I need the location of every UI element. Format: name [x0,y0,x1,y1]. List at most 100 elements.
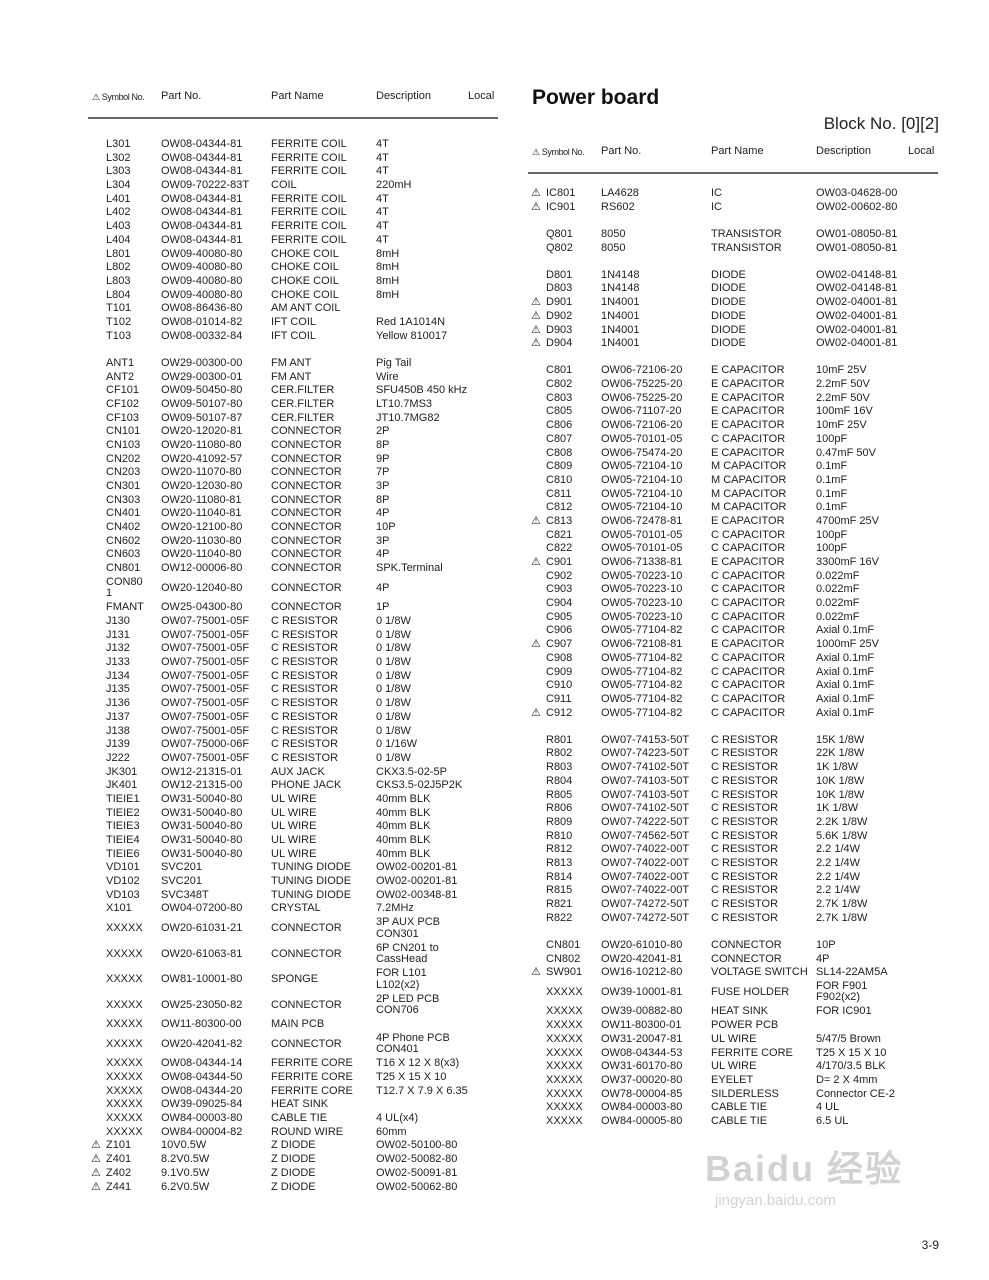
description: FOR L101 L102(x2) [376,967,427,991]
symbol-no: J130 [106,615,130,627]
symbol-no: L301 [106,138,131,150]
symbol-no: XXXXX [546,1101,583,1114]
part-no: OW05-70223-10 [601,569,683,582]
part-no: OW84-00005-80 [601,1114,683,1127]
watermark-logo: Baidu 经验 [705,1148,904,1189]
part-no: 8050 [601,227,626,240]
table-row: ⚠ Z441 6.2V0.5W Z DIODE OW02-50062-80 [88,1181,508,1195]
part-name: CABLE TIE [711,1101,768,1114]
symbol-no: J136 [106,697,130,710]
description: 4T [376,138,389,150]
table-row: C806 OW06-72106-20 E CAPACITOR 10mF 25V [528,419,948,433]
description: CKS3.5-02J5P2K [376,779,463,792]
part-name: E CAPACITOR [711,378,785,391]
description: OW02-04001-81 [816,309,898,322]
symbol-no: C809 [546,460,573,473]
symbol-no: C811 [546,487,572,500]
table-row: C910 OW05-77104-82 C CAPACITOR Axial 0.1mF [528,679,948,693]
part-name: UL WIRE [271,820,317,833]
part-name: CONNECTOR [271,452,342,465]
part-name: FERRITE COIL [271,192,347,205]
table-row: C906 OW05-77104-82 C CAPACITOR Axial 0.1mF [528,624,948,638]
symbol-no: CF102 [106,397,140,410]
part-name: E CAPACITOR [711,419,785,432]
symbol-no: Q801 [546,227,573,240]
part-name: CONNECTOR [271,922,342,935]
header-local: Local [468,90,495,102]
part-name: UL WIRE [271,847,317,860]
description: Axial 0.1mF [816,679,875,692]
symbol-no: XXXXX [106,1125,143,1138]
table-row: R805 OW07-74103-50T C RESISTOR 10K 1/8W [528,789,948,803]
part-name: TUNING DIODE [271,861,352,874]
symbol-no: Z402 [106,1166,132,1179]
parts-table-left: ⚠ Symbol No. Part No. Part Name Descript… [88,88,508,1194]
table-row: T101 OW08-86436-80 AM ANT COIL [88,302,508,316]
description: 15K 1/8W [816,733,865,746]
part-no: OW09-50107-80 [161,397,243,410]
part-no: OW07-74153-50T [601,733,690,746]
description: Axial 0.1mF [816,651,875,664]
part-no: OW06-75225-20 [601,391,683,404]
part-name: M CAPACITOR [711,473,787,486]
table-row: R814 OW07-74022-00T C RESISTOR 2.2 1/4W [528,871,948,885]
part-no: OW08-04344-81 [161,206,243,219]
part-no: OW05-70223-10 [601,583,683,596]
part-name: Z DIODE [271,1139,316,1152]
part-no: OW20-11040-81 [161,507,242,520]
symbol-no: XXXXX [106,973,143,986]
part-name: TUNING DIODE [271,875,352,888]
symbol-no: R806 [546,802,573,815]
description: Axial 0.1mF [816,706,875,719]
part-name: AUX JACK [271,765,325,778]
symbol-no: Z441 [106,1180,132,1193]
table-row: C805 OW06-71107-20 E CAPACITOR 100mF 16V [528,405,948,419]
part-name: C RESISTOR [711,761,779,774]
part-name: C CAPACITOR [711,542,786,555]
part-name: CONNECTOR [271,581,342,594]
part-name: FERRITE COIL [271,206,347,219]
table-row: CN602 OW20-11030-80 CONNECTOR 3P [88,535,508,549]
part-name: DIODE [711,282,746,295]
table-row: C809 OW05-72104-10 M CAPACITOR 0.1mF [528,460,948,474]
caution-icon: ⚠ [531,296,541,309]
symbol-no: R805 [546,788,573,801]
table-row: L303 OW08-04344-81 FERRITE COIL 4T [88,165,508,179]
table-row: L302 OW08-04344-81 FERRITE COIL 4T [88,152,508,166]
table-row: Q801 8050 TRANSISTOR OW01-08050-81 [528,228,948,242]
part-name: C CAPACITOR [711,583,786,596]
table-row: ⚠ C907 OW06-72108-81 E CAPACITOR 1000mF 25V [528,638,948,652]
symbol-no: R803 [546,761,573,774]
part-name: C RESISTOR [271,751,339,764]
table-row: XXXXX OW39-00882-80 HEAT SINK FOR IC901 [528,1005,948,1019]
header-symbol: ⚠ Symbol No. [92,92,145,102]
part-no: 8.2V0.5W [161,1153,210,1166]
symbol-no: CN603 [106,548,141,561]
symbol-no: C902 [546,569,573,582]
symbol-no: TIEIE3 [106,820,140,833]
table-row: L801 OW09-40080-80 CHOKE COIL 8mH [88,248,508,262]
caution-icon: ⚠ [91,1180,101,1193]
part-name: C RESISTOR [711,884,779,897]
description: 0.022mF [816,569,860,582]
caution-icon: ⚠ [531,187,541,199]
table-row: CON80 1 OW20-12040-80 CONNECTOR 4P [88,576,508,602]
part-no: OW20-11080-81 [161,493,242,506]
description: 1K 1/8W [816,802,859,815]
symbol-no: T102 [106,315,132,328]
description: 4T [376,206,389,219]
description: 100pF [816,542,848,555]
part-name: C RESISTOR [711,747,779,760]
part-no: OW20-12030-80 [161,480,243,492]
part-name: CHOKE COIL [271,261,339,274]
part-no: OW20-11030-80 [161,534,242,547]
header-description: Description [816,145,872,157]
description: 2.2K 1/8W [816,815,868,828]
header-rule [88,117,498,119]
description: 0.47mF 50V [816,446,876,459]
description: OW02-04001-81 [816,323,898,336]
description: 8P [376,493,390,506]
table-row: L802 OW09-40080-80 CHOKE COIL 8mH [88,261,508,275]
symbol-no: ANT2 [106,370,135,383]
symbol-no: XXXXX [106,947,143,960]
